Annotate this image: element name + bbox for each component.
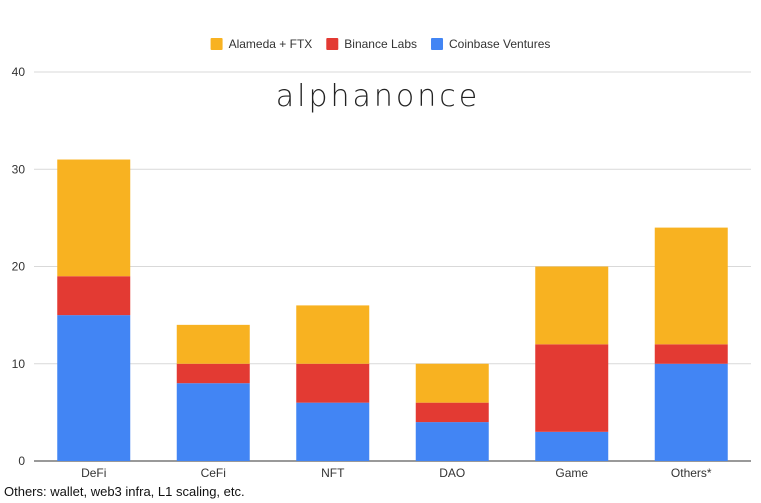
- bar-nft-alameda-ftx: [296, 305, 370, 364]
- bar-game-coinbase-ventures: [535, 431, 609, 461]
- bar-cefi-coinbase-ventures: [176, 383, 250, 461]
- x-tick-label-nft: NFT: [321, 466, 345, 480]
- legend-label-alameda-ftx: Alameda + FTX: [229, 37, 313, 51]
- x-tick-label-game: Game: [555, 466, 588, 480]
- bar-cefi-binance-labs: [176, 363, 250, 384]
- legend-swatch-alameda-ftx: [210, 38, 223, 50]
- bar-dao-binance-labs: [415, 402, 489, 423]
- legend-label-coinbase-ventures: Coinbase Ventures: [449, 37, 550, 51]
- bar-others-binance-labs: [654, 344, 728, 364]
- x-tick-label-cefi: CeFi: [201, 466, 226, 480]
- x-tick-label-defi: DeFi: [81, 466, 106, 480]
- y-tick-label-40: 40: [12, 65, 26, 79]
- bar-others-coinbase-ventures: [654, 363, 728, 461]
- bars: [57, 159, 728, 461]
- bar-dao-alameda-ftx: [415, 363, 489, 403]
- bar-defi-alameda-ftx: [57, 159, 131, 277]
- x-axis-ticks: DeFi CeFi NFT DAO Game Others*: [81, 466, 712, 480]
- y-tick-label-0: 0: [18, 454, 25, 468]
- y-axis-ticks: 0 10 20 30 40: [12, 65, 26, 468]
- y-tick-label-10: 10: [12, 357, 26, 371]
- x-tick-label-dao: DAO: [439, 466, 465, 480]
- bar-defi-coinbase-ventures: [57, 315, 131, 461]
- bar-game-alameda-ftx: [535, 266, 609, 345]
- legend-swatch-binance-labs: [326, 38, 339, 50]
- bar-cefi-alameda-ftx: [176, 324, 250, 364]
- bar-game-binance-labs: [535, 344, 609, 432]
- y-tick-label-30: 30: [12, 162, 26, 176]
- bar-defi-binance-labs: [57, 276, 131, 316]
- gridlines: [34, 71, 751, 462]
- bar-dao-coinbase-ventures: [415, 422, 489, 461]
- bar-nft-coinbase-ventures: [296, 402, 370, 461]
- footnote: Others: wallet, web3 infra, L1 scaling, …: [4, 484, 245, 499]
- alphanonce-logo: alphanonce: [276, 79, 481, 114]
- y-tick-label-20: 20: [12, 260, 26, 274]
- bar-others-alameda-ftx: [654, 227, 728, 345]
- legend: Alameda + FTX Binance Labs Coinbase Ventur…: [210, 37, 550, 51]
- legend-label-binance-labs: Binance Labs: [344, 37, 417, 51]
- legend-swatch-coinbase-ventures: [431, 38, 444, 50]
- x-tick-label-others: Others*: [671, 466, 712, 480]
- bar-nft-binance-labs: [296, 363, 370, 403]
